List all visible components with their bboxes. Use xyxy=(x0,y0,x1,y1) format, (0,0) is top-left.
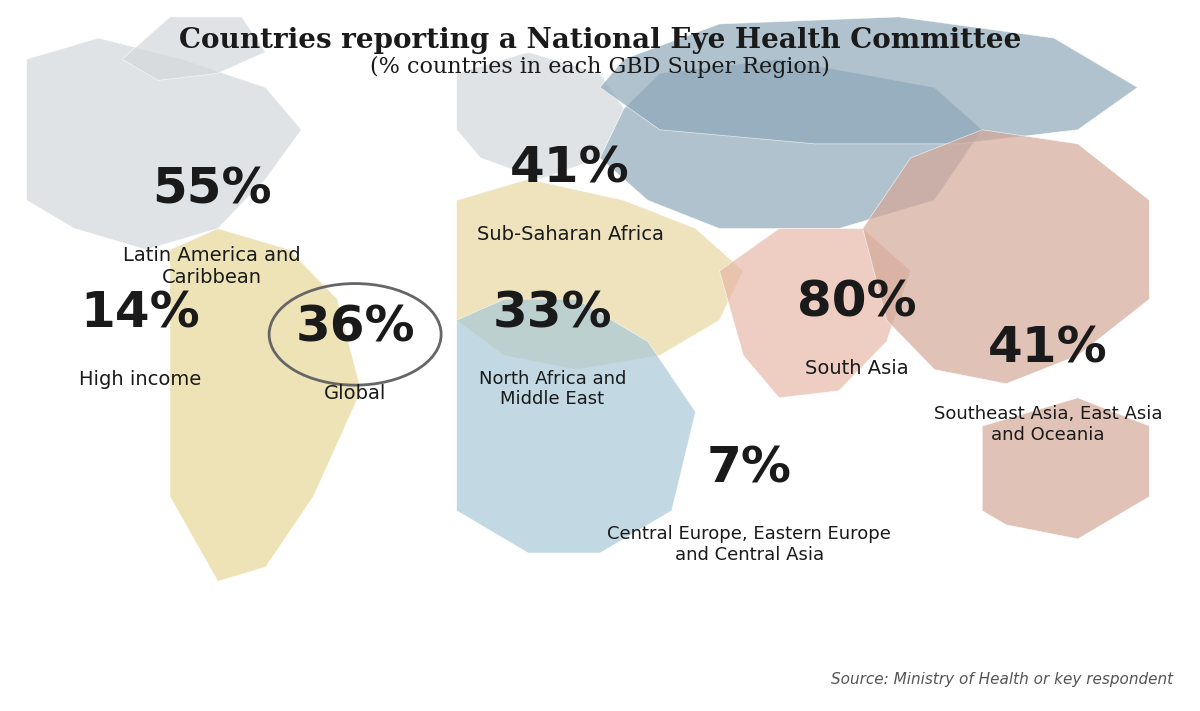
Polygon shape xyxy=(457,52,624,179)
Polygon shape xyxy=(600,59,983,228)
Polygon shape xyxy=(720,228,911,398)
Text: Global: Global xyxy=(324,384,386,402)
Text: Latin America and
Caribbean: Latin America and Caribbean xyxy=(122,246,301,287)
Polygon shape xyxy=(863,130,1150,384)
Polygon shape xyxy=(26,38,301,250)
Polygon shape xyxy=(457,299,696,553)
Text: 41%: 41% xyxy=(510,144,630,193)
Text: South Asia: South Asia xyxy=(805,359,908,378)
Text: Southeast Asia, East Asia
and Oceania: Southeast Asia, East Asia and Oceania xyxy=(934,405,1162,444)
Text: Sub-Saharan Africa: Sub-Saharan Africa xyxy=(476,225,664,244)
Text: 55%: 55% xyxy=(152,166,271,214)
Polygon shape xyxy=(983,398,1150,539)
Text: North Africa and
Middle East: North Africa and Middle East xyxy=(479,370,626,408)
Text: 33%: 33% xyxy=(492,289,612,337)
Text: 14%: 14% xyxy=(80,289,200,337)
Polygon shape xyxy=(122,17,265,80)
Polygon shape xyxy=(170,228,361,581)
Text: (% countries in each GBD Super Region): (% countries in each GBD Super Region) xyxy=(370,55,830,77)
Text: 41%: 41% xyxy=(988,324,1108,373)
Text: 7%: 7% xyxy=(707,444,792,493)
Text: Countries reporting a National Eye Health Committee: Countries reporting a National Eye Healt… xyxy=(179,28,1021,55)
Text: 80%: 80% xyxy=(797,279,917,326)
Polygon shape xyxy=(600,17,1138,144)
Text: Central Europe, Eastern Europe
and Central Asia: Central Europe, Eastern Europe and Centr… xyxy=(607,525,892,564)
Text: High income: High income xyxy=(79,370,202,389)
Text: Source: Ministry of Health or key respondent: Source: Ministry of Health or key respon… xyxy=(832,672,1174,687)
Text: 36%: 36% xyxy=(295,304,415,351)
Polygon shape xyxy=(457,179,743,370)
